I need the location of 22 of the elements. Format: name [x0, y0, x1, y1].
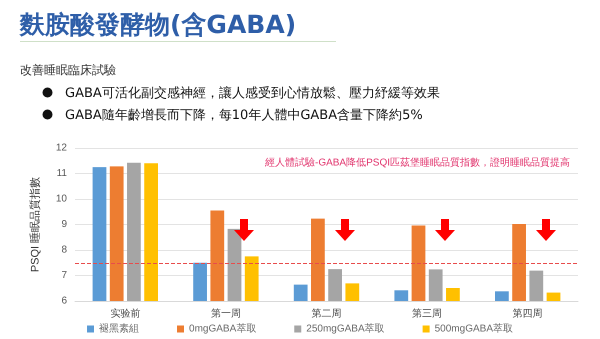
text: GABA隨年齡增長而下降，每10年人體中GABA含量下降約5%	[64, 107, 424, 125]
y-tick-label: 7	[61, 270, 68, 281]
x-tick-label: 第一周	[210, 308, 241, 320]
y-tick-label: 12	[56, 142, 68, 154]
legend-label: 0mgGABA萃取	[189, 322, 256, 334]
y-tick-label: 6	[61, 296, 68, 306]
annotation: 經人體試驗-GABA降低PSQI匹茲堡睡眠品質指數，證明睡眠品質提高	[264, 156, 570, 168]
y-tick-label: 11	[56, 168, 68, 179]
x-tick-label: 第二周	[312, 308, 342, 320]
text: GABA可活化副交感神經，讓人感受到心情放鬆、壓力紓緩等效果	[64, 85, 440, 103]
legend-label: 500mgGABA萃取	[434, 322, 513, 334]
chart-subtitle: 改善睡眠臨床試驗	[20, 62, 116, 79]
legend-label: 褪黑素組	[99, 322, 140, 334]
y-tick-label: 10	[56, 194, 68, 204]
y-tick-label: 9	[61, 219, 68, 230]
legend-label: 250mgGABA萃取	[306, 322, 385, 334]
x-tick-label: 实验前	[110, 308, 140, 320]
chart-title: 麩胺酸發酵物(含GABA)	[20, 8, 336, 42]
y-axis-title: PSQI 睡眠品質指數	[28, 176, 42, 272]
x-tick-label: 第四周	[512, 308, 543, 320]
x-tick-label: 第三周	[412, 308, 442, 320]
y-tick-label: 8	[61, 244, 68, 256]
